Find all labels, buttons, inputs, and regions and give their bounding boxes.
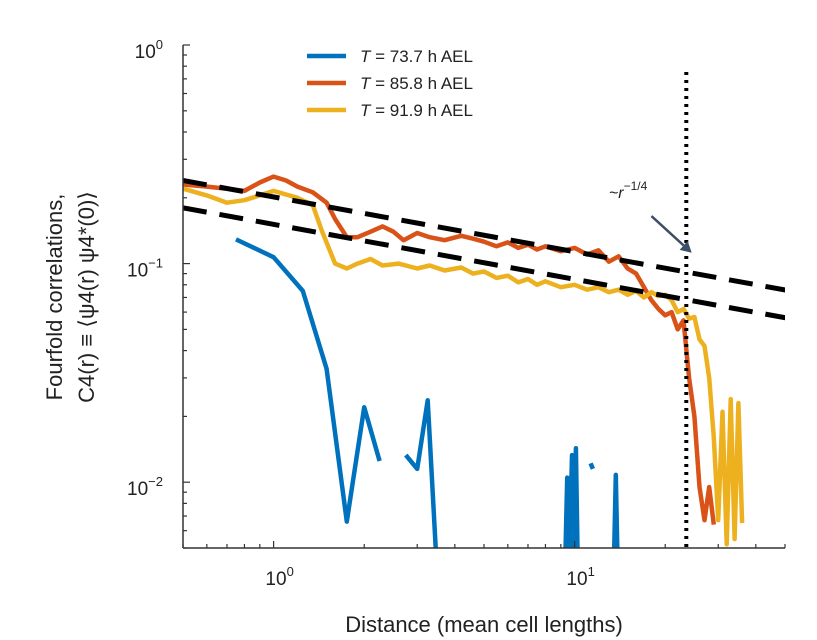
annotation-text: ~r−1/4 bbox=[609, 179, 648, 202]
series-layer bbox=[183, 174, 745, 548]
x-axis-title: Distance (mean cell lengths) bbox=[345, 612, 623, 637]
reference-lines-layer bbox=[183, 178, 785, 321]
y-tick-label-1: 100 bbox=[135, 37, 163, 63]
series-0-segment-1 bbox=[404, 398, 438, 548]
reference-line-1 bbox=[183, 205, 785, 321]
annotation-arrowhead bbox=[679, 241, 692, 253]
annotation-arrow bbox=[650, 215, 685, 247]
legend-label-91-9: T = 91.9 h AEL bbox=[360, 101, 473, 120]
legend-label-73-7: T = 73.7 h AEL bbox=[360, 47, 473, 66]
legend: T = 73.7 h AEL T = 85.8 h AEL T = 91.9 h… bbox=[307, 47, 473, 120]
legend-label-85-8: T = 85.8 h AEL bbox=[360, 74, 473, 93]
series-0-segment-4 bbox=[611, 472, 620, 548]
series-1-segment-0 bbox=[183, 174, 717, 525]
y-tick-label-0.01: 10−2 bbox=[127, 474, 163, 500]
tick-marks bbox=[182, 44, 786, 549]
series-2-segment-0 bbox=[183, 186, 745, 547]
annotation-prefix: ~r bbox=[609, 185, 624, 202]
y-axis-title-line2: C4(r) ≡ ⟨ψ4(r) ψ4*(0)⟩ bbox=[74, 191, 99, 403]
x-tick-label-10: 101 bbox=[566, 564, 594, 590]
series-0-segment-2 bbox=[563, 445, 580, 548]
y-tick-label-0.1: 10−1 bbox=[127, 256, 163, 282]
x-tick-label-1: 100 bbox=[265, 564, 293, 590]
series-0-segment-0 bbox=[235, 237, 382, 524]
annotation-exponent: −1/4 bbox=[624, 179, 648, 193]
reference-line-0 bbox=[183, 178, 785, 293]
series-0-segment-3 bbox=[588, 462, 595, 470]
y-axis-title-line1: Fourfold correlations, bbox=[42, 194, 67, 401]
